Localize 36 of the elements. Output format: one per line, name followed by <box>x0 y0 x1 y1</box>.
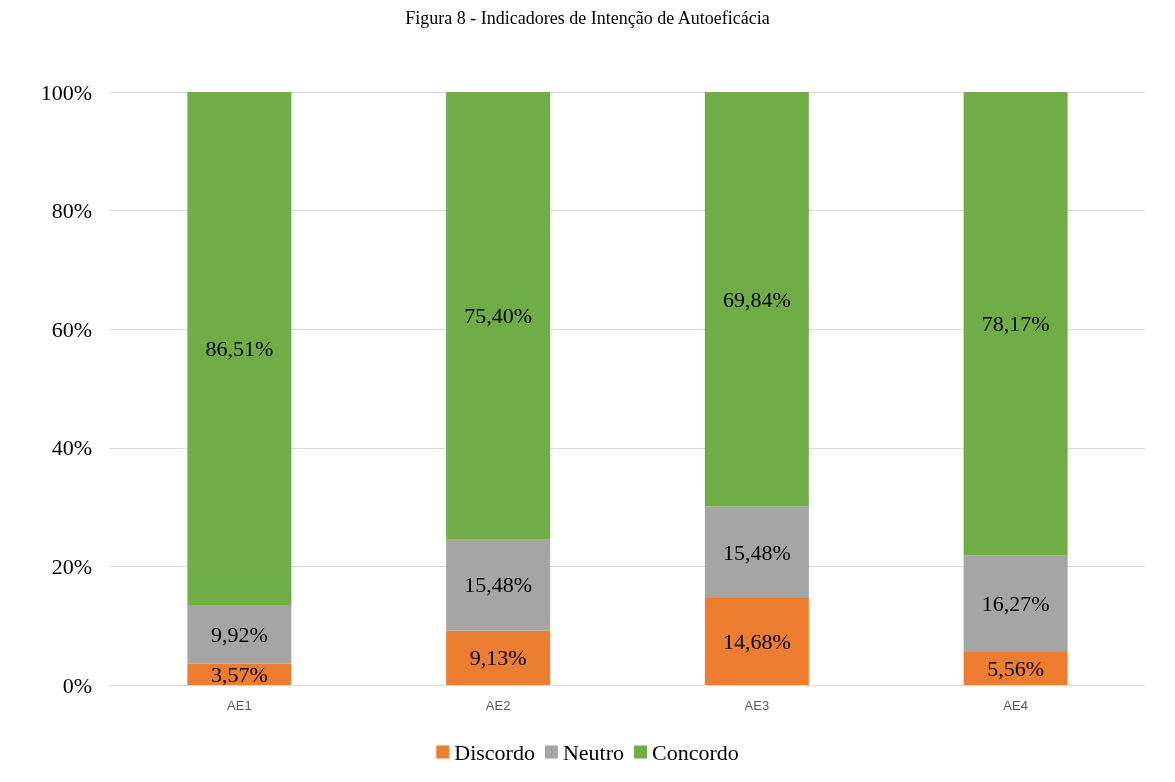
data-label: 16,27% <box>981 591 1050 617</box>
bar <box>704 506 809 598</box>
chart-title: Figura 8 - Indicadores de Intenção de Autoeficácia <box>405 8 770 28</box>
y-tick-label: 80% <box>51 198 92 224</box>
data-label: 9,92% <box>210 621 268 647</box>
x-tick-label: AE3 <box>744 698 770 713</box>
x-tick-label: AE1 <box>227 698 252 713</box>
data-label: 14,68% <box>722 628 791 654</box>
bar <box>963 92 1068 556</box>
legend-label: Discordo <box>454 739 535 765</box>
data-label: 9,13% <box>469 645 527 671</box>
bar <box>704 597 809 685</box>
y-tick-label: 20% <box>51 553 92 579</box>
x-tick-label: AE2 <box>485 698 511 713</box>
y-tick-label: 40% <box>51 435 92 461</box>
legend-label: Concordo <box>651 739 739 765</box>
bar <box>187 92 292 605</box>
legend-label: Neutro <box>562 739 624 765</box>
bar <box>446 630 551 685</box>
x-tick-label: AE4 <box>1003 698 1028 713</box>
data-label: 3,57% <box>210 661 268 687</box>
bar <box>446 92 551 540</box>
y-tick-label: 0% <box>62 672 92 698</box>
y-tick-label: 100% <box>40 79 92 105</box>
data-label: 5,56% <box>987 656 1045 682</box>
bar <box>187 605 292 664</box>
data-label: 86,51% <box>205 336 274 361</box>
data-label: 15,48% <box>464 572 533 598</box>
data-label: 15,48% <box>722 539 791 565</box>
bar <box>446 539 551 631</box>
data-label: 75,40% <box>464 303 533 329</box>
bar <box>963 555 1068 653</box>
y-tick-label: 60% <box>51 316 92 342</box>
bar <box>704 92 809 507</box>
data-label: 69,84% <box>722 286 791 312</box>
data-label: 78,17% <box>981 311 1050 337</box>
